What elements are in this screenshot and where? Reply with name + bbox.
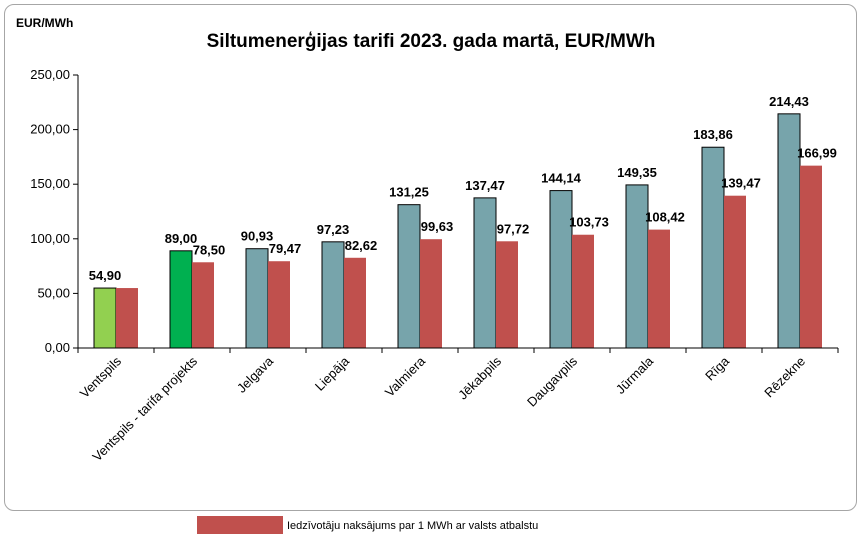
y-axis-unit-label: EUR/MWh xyxy=(16,16,73,30)
data-label-tariff: 97,23 xyxy=(317,222,350,237)
y-tick-label: 150,00 xyxy=(30,176,70,191)
x-tick-label: Jūrmala xyxy=(613,353,657,397)
chart-title: Siltumenerģijas tarifi 2023. gada martā,… xyxy=(207,31,656,52)
bar-tariff xyxy=(245,248,269,349)
data-label-tariff: 90,93 xyxy=(241,229,274,244)
bar-resident-payment xyxy=(192,262,214,348)
data-label-resident-payment: 139,47 xyxy=(721,176,761,191)
x-tick-label: Rēzekne xyxy=(761,354,808,401)
y-tick-label: 100,00 xyxy=(30,231,70,246)
bar-resident-payment xyxy=(268,261,290,348)
bar-resident-payment xyxy=(496,241,518,348)
bar-tariff xyxy=(93,287,117,349)
data-label-resident-payment: 108,42 xyxy=(645,210,685,225)
x-tick-label: Rīga xyxy=(702,353,733,384)
y-tick-label: 200,00 xyxy=(30,122,70,137)
data-label-tariff: 89,00 xyxy=(165,231,198,246)
data-label-resident-payment: 82,62 xyxy=(345,238,378,253)
y-tick-label: 50,00 xyxy=(37,285,70,300)
data-label-tariff: 214,43 xyxy=(769,94,809,109)
y-tick-label: 250,00 xyxy=(30,67,70,82)
data-label-tariff: 54,90 xyxy=(89,268,122,283)
bar-tariff xyxy=(169,250,193,349)
data-label-tariff: 183,86 xyxy=(693,127,733,142)
bar-resident-payment xyxy=(572,234,594,348)
bar-resident-payment xyxy=(724,195,746,348)
legend-swatch-resident-payment xyxy=(197,516,283,534)
bar-tariff xyxy=(473,197,497,349)
x-tick-label: Daugavpils xyxy=(524,353,580,409)
data-label-resident-payment: 103,73 xyxy=(569,215,609,230)
data-label-tariff: 144,14 xyxy=(541,171,582,186)
x-tick-label: Jēkabpils xyxy=(455,353,504,402)
data-label-resident-payment: 78,50 xyxy=(193,242,226,257)
bar-tariff xyxy=(321,241,345,349)
data-label-tariff: 131,25 xyxy=(389,185,429,200)
data-label-resident-payment: 79,47 xyxy=(269,241,302,256)
x-tick-label: Ventspils xyxy=(77,353,125,401)
data-label-tariff: 149,35 xyxy=(617,165,657,180)
data-label-tariff: 137,47 xyxy=(465,178,505,193)
data-label-resident-payment: 97,72 xyxy=(497,221,530,236)
bar-resident-payment xyxy=(116,288,138,348)
x-tick-label: Jelgava xyxy=(234,353,277,396)
x-tick-label: Liepāja xyxy=(312,353,353,394)
legend-label-resident-payment: Iedzīvotāju naksājums par 1 MWh ar valst… xyxy=(287,520,538,532)
x-tick-label: Valmiera xyxy=(382,353,429,400)
bar-resident-payment xyxy=(800,165,822,348)
y-tick-label: 0,00 xyxy=(45,340,70,355)
bar-resident-payment xyxy=(648,229,670,348)
bar-tariff xyxy=(397,204,421,349)
data-label-resident-payment: 99,63 xyxy=(421,219,454,234)
data-label-resident-payment: 166,99 xyxy=(797,146,837,161)
bar-resident-payment xyxy=(420,239,442,348)
bar-resident-payment xyxy=(344,257,366,348)
